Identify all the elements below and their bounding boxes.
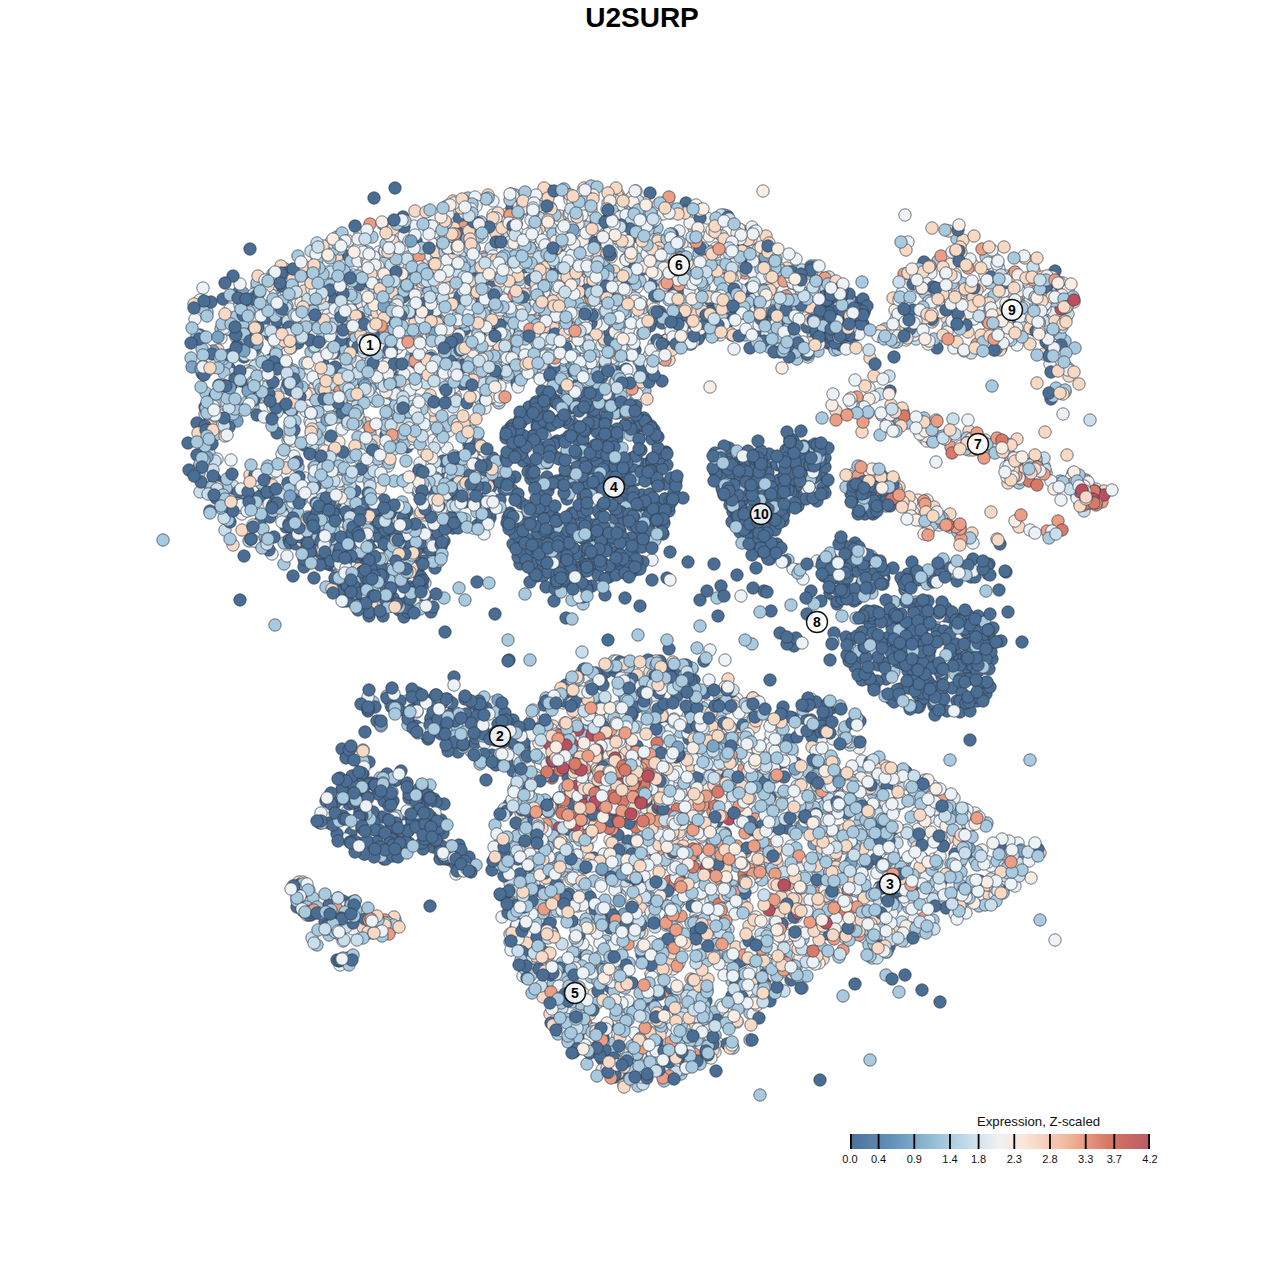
svg-text:3: 3: [886, 876, 894, 892]
svg-text:7: 7: [974, 436, 982, 452]
svg-text:6: 6: [675, 257, 683, 273]
svg-text:9: 9: [1008, 302, 1016, 318]
svg-text:2.8: 2.8: [1042, 1153, 1057, 1165]
svg-text:4: 4: [610, 479, 618, 495]
svg-text:U2SURP: U2SURP: [585, 2, 699, 33]
svg-text:0.0: 0.0: [842, 1153, 857, 1165]
svg-text:10: 10: [753, 506, 769, 522]
svg-text:3.7: 3.7: [1107, 1153, 1122, 1165]
svg-text:5: 5: [571, 985, 579, 1001]
svg-text:4.2: 4.2: [1142, 1153, 1157, 1165]
svg-text:0.4: 0.4: [871, 1153, 886, 1165]
svg-text:3.3: 3.3: [1078, 1153, 1093, 1165]
svg-text:1: 1: [366, 337, 374, 353]
svg-text:8: 8: [813, 614, 821, 630]
svg-text:2: 2: [496, 728, 504, 744]
svg-text:1.8: 1.8: [971, 1153, 986, 1165]
svg-text:Expression, Z-scaled: Expression, Z-scaled: [977, 1114, 1100, 1129]
svg-text:2.3: 2.3: [1007, 1153, 1022, 1165]
svg-text:0.9: 0.9: [907, 1153, 922, 1165]
svg-text:1.4: 1.4: [942, 1153, 957, 1165]
